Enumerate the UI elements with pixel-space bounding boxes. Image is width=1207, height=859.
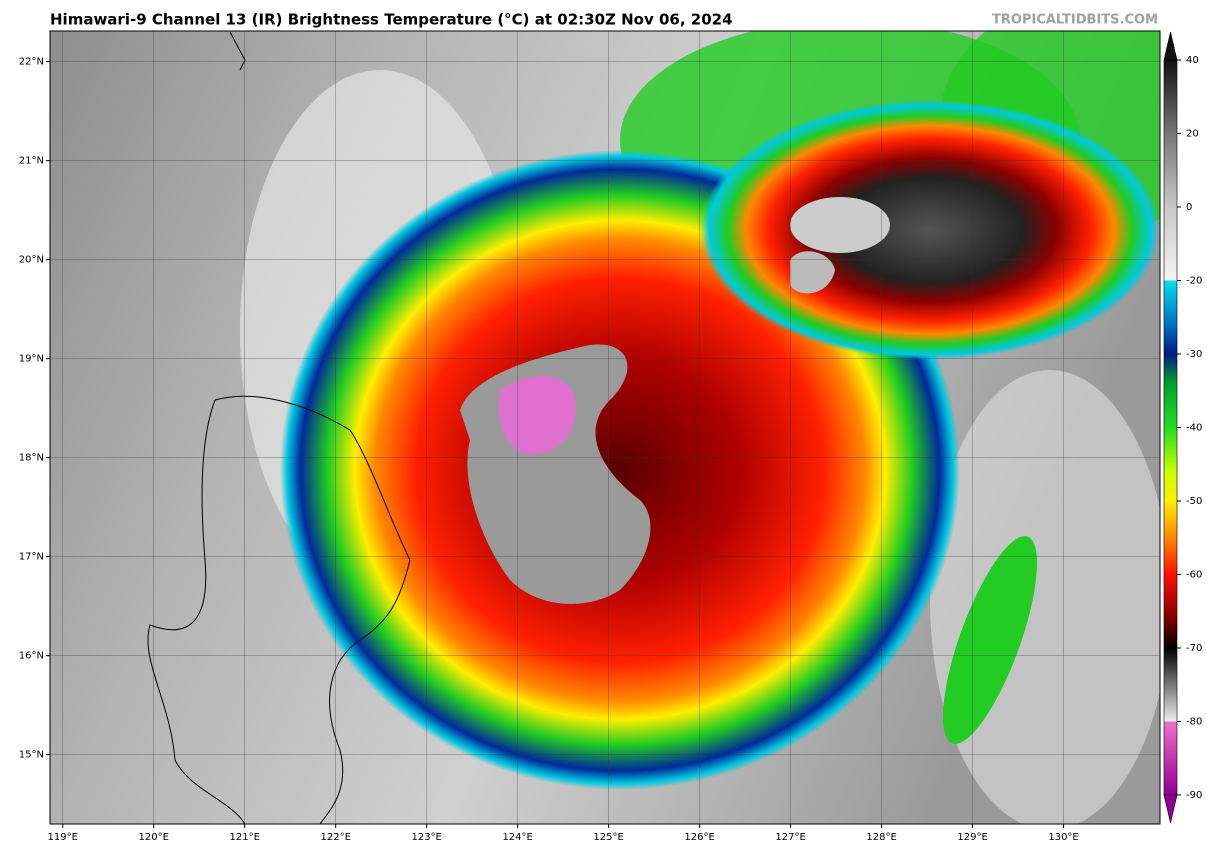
- lon-tick-label: 121°E: [230, 832, 260, 843]
- map-frame: [49, 30, 1161, 825]
- colorbar-tick-label: -70: [1186, 643, 1202, 654]
- lat-tick-label: 20°N: [19, 255, 44, 266]
- colorbar-tick-label: 40: [1186, 55, 1199, 66]
- lat-tick-label: 19°N: [19, 354, 44, 365]
- colorbar-tick-label: -90: [1186, 790, 1202, 801]
- lon-tick-label: 128°E: [866, 832, 896, 843]
- lon-tick-label: 125°E: [593, 832, 623, 843]
- lon-tick-label: 127°E: [775, 832, 805, 843]
- credit: TROPICALTIDBITS.COM: [992, 13, 1158, 28]
- colorbar-tick-label: 0: [1186, 202, 1192, 213]
- lat-tick-label: 22°N: [19, 57, 44, 68]
- lat-tick-label: 16°N: [19, 651, 44, 662]
- lon-tick-label: 119°E: [48, 832, 78, 843]
- lon-tick-label: 130°E: [1048, 832, 1078, 843]
- graticule: 119°E 120°E 121°E 122°E 123°E 124°E 125°E 126°E…: [19, 31, 1160, 843]
- lon-tick-label: 124°E: [502, 832, 532, 843]
- colorbar-tick-label: -40: [1186, 423, 1202, 434]
- colorbar-tick-label: -60: [1186, 570, 1202, 581]
- colorbar-tick-label: -20: [1186, 276, 1202, 287]
- lon-tick-label: 129°E: [957, 832, 987, 843]
- colorbar: [1163, 31, 1178, 824]
- lon-tick-label: 122°E: [320, 832, 350, 843]
- colorbar-tick-label: 20: [1186, 129, 1199, 140]
- colorbar-tick-label: -80: [1186, 717, 1202, 728]
- map-title: Himawari-9 Channel 13 (IR) Brightness Te…: [50, 11, 733, 29]
- lat-tick-label: 21°N: [19, 156, 44, 167]
- lat-tick-label: 17°N: [19, 552, 44, 563]
- satellite-imagery: [50, 31, 1160, 824]
- colorbar-tick-label: -30: [1186, 349, 1202, 360]
- lon-tick-label: 126°E: [684, 832, 714, 843]
- lon-tick-label: 120°E: [139, 832, 169, 843]
- colorbar-ticks: 40 20 0 -20 -30 -40 -50 -60 -70 -80 -90: [1177, 55, 1202, 801]
- lon-tick-label: 123°E: [411, 832, 441, 843]
- lat-tick-label: 15°N: [19, 750, 44, 761]
- lat-tick-label: 18°N: [19, 453, 44, 464]
- colorbar-tick-label: -50: [1186, 496, 1202, 507]
